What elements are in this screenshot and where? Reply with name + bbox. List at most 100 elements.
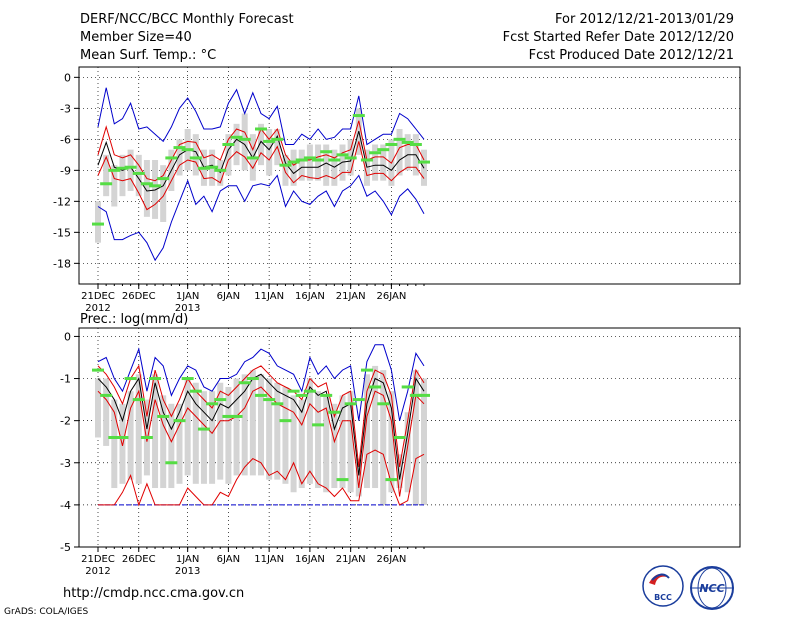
temp-ens-mark bbox=[418, 160, 430, 164]
prec-ytick-label: -4 bbox=[60, 499, 71, 512]
prec-median-line bbox=[97, 373, 425, 480]
prec-box bbox=[331, 403, 338, 489]
temp-ens-mark bbox=[352, 114, 365, 118]
prec-ens-mark bbox=[328, 410, 341, 414]
prec-ens-mark bbox=[393, 436, 406, 439]
temp-ytick-label: -6 bbox=[60, 133, 71, 146]
prec-box bbox=[347, 391, 354, 493]
footer-url[interactable]: http://cmdp.ncc.cma.gov.cn bbox=[63, 586, 244, 601]
prec-xtick-year: 2012 bbox=[85, 566, 110, 577]
temp-ens-mark bbox=[295, 158, 308, 162]
prec-box bbox=[372, 365, 379, 489]
prec-ens-mark bbox=[352, 398, 365, 402]
member-size: Member Size=40 bbox=[80, 30, 192, 45]
prec-box bbox=[323, 395, 330, 493]
temp-ens-mark bbox=[206, 165, 219, 169]
temp-ens-mark bbox=[230, 135, 243, 139]
prec-ens-mark bbox=[377, 402, 390, 406]
prec-ens-mark bbox=[369, 385, 382, 389]
temp-ens-mark bbox=[312, 158, 325, 162]
prec-xtick-label: 26JAN bbox=[376, 554, 406, 565]
temp-ens-mark bbox=[165, 156, 178, 160]
prec-ens-mark bbox=[246, 377, 259, 381]
prec-ens-mark bbox=[214, 398, 227, 402]
prec-ens-mark bbox=[312, 423, 325, 427]
prec-box bbox=[135, 374, 142, 484]
temp-box bbox=[119, 154, 126, 197]
temp-box bbox=[380, 144, 387, 181]
temp-ens-mark bbox=[157, 177, 170, 181]
prec-box bbox=[298, 399, 305, 489]
temp-ens-mark bbox=[214, 168, 227, 172]
temp-box bbox=[241, 113, 248, 171]
prec-ens-mark bbox=[165, 461, 178, 465]
temp-median-line bbox=[97, 130, 425, 192]
temp-ens-mark bbox=[124, 165, 137, 169]
prec-box bbox=[217, 382, 224, 480]
prec-ens-mark bbox=[263, 398, 276, 402]
prec-ens-mark bbox=[92, 368, 104, 372]
prec-ens-mark bbox=[255, 393, 267, 397]
ncc-logo-text: NCC bbox=[699, 582, 724, 595]
prec-ens-mark bbox=[132, 398, 145, 402]
prec-box bbox=[380, 370, 387, 505]
prec-ens-mark bbox=[401, 385, 414, 389]
temp-box bbox=[103, 154, 110, 197]
temp-ens-mark bbox=[255, 127, 267, 131]
temp-ytick-label: -12 bbox=[53, 195, 71, 208]
temp-box bbox=[404, 134, 411, 171]
temp-ens-mark bbox=[401, 140, 414, 144]
prec-max-line bbox=[97, 344, 425, 421]
prec-ens-mark bbox=[287, 389, 300, 393]
temp-box bbox=[306, 144, 313, 181]
bcc-logo: BCC bbox=[642, 565, 684, 607]
prec-ytick-label: -2 bbox=[60, 415, 71, 428]
temp-xtick-label: 11JAN bbox=[254, 291, 284, 302]
prec-ens-mark bbox=[279, 419, 292, 423]
temp-ens-mark bbox=[132, 171, 145, 175]
prec-lower-percentile-line bbox=[97, 386, 425, 497]
prec-box bbox=[192, 382, 199, 484]
prec-ens-mark bbox=[181, 377, 194, 381]
prec-box bbox=[396, 454, 403, 489]
temp-box bbox=[143, 160, 150, 217]
temp-box bbox=[152, 160, 159, 219]
temp-ytick-label: -15 bbox=[53, 226, 71, 239]
prec-ytick-label: -1 bbox=[60, 373, 71, 386]
prec-xtick-label: 16JAN bbox=[295, 554, 325, 565]
temp-xtick-label: 16JAN bbox=[295, 291, 325, 302]
prec-upper-percentile-line bbox=[97, 364, 425, 468]
temp-xtick-label: 21JAN bbox=[336, 291, 366, 302]
temp-ens-mark bbox=[181, 148, 194, 152]
prec-box bbox=[282, 386, 289, 484]
prec-ens-mark bbox=[189, 389, 202, 393]
temp-box bbox=[176, 139, 183, 176]
temp-ens-mark bbox=[336, 153, 349, 157]
temp-box bbox=[233, 123, 240, 166]
temp-box bbox=[363, 149, 370, 186]
prec-ens-mark bbox=[271, 402, 284, 406]
prec-ens-mark bbox=[409, 393, 422, 397]
temp-box bbox=[315, 144, 322, 181]
temp-ytick-label: 0 bbox=[64, 71, 71, 84]
prec-ens-mark bbox=[418, 393, 430, 397]
prec-ens-mark bbox=[303, 389, 316, 393]
temp-box bbox=[95, 201, 101, 243]
prec-box bbox=[152, 374, 159, 489]
temp-ens-mark bbox=[344, 156, 357, 160]
prec-box bbox=[388, 391, 395, 493]
prec-box bbox=[412, 370, 419, 505]
temp-max-line bbox=[97, 87, 425, 146]
temp-xtick-year: 2013 bbox=[175, 303, 200, 314]
prec-box bbox=[200, 391, 207, 484]
prec-box bbox=[209, 391, 216, 484]
prec-box bbox=[421, 378, 427, 505]
temp-xtick-label: 26JAN bbox=[376, 291, 406, 302]
prec-ens-mark bbox=[100, 393, 113, 397]
temp-ens-mark bbox=[149, 184, 162, 188]
temp-ens-mark bbox=[92, 222, 104, 226]
prec-ytick-label: 0 bbox=[64, 330, 71, 343]
temp-box bbox=[266, 129, 273, 176]
